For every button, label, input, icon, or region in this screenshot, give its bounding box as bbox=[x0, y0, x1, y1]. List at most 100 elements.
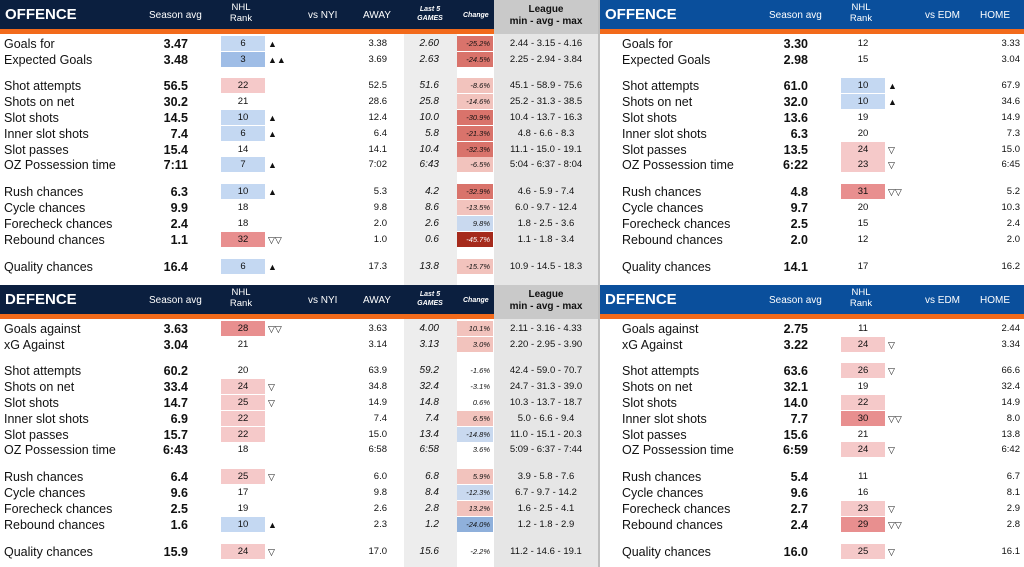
section-title: OFFENCE bbox=[5, 6, 77, 23]
nhl-rank-cell: 23 bbox=[841, 157, 885, 172]
venue-value: 9.8 bbox=[373, 202, 387, 213]
venue-value: 67.9 bbox=[1001, 80, 1021, 91]
change-value: 5.9% bbox=[457, 469, 493, 484]
stat-label: Rebound chances bbox=[622, 233, 723, 247]
season-avg-value: 14.0 bbox=[783, 396, 808, 410]
venue-header: AWAY bbox=[363, 295, 391, 306]
league-range-value: 2.44 - 3.15 - 4.16 bbox=[509, 38, 583, 49]
change-header: Change bbox=[463, 12, 489, 19]
table-row: OZ Possession time 6:22 23 ▽ 6:45 bbox=[600, 157, 1024, 173]
stat-label: Goals against bbox=[622, 322, 699, 336]
season-avg-value: 6.3 bbox=[170, 185, 188, 199]
down-triangle-outline-icon: ▽ bbox=[888, 340, 895, 350]
nhl-rank-cell: 10 bbox=[221, 110, 265, 125]
season-avg-value: 6.3 bbox=[790, 127, 808, 141]
venue-value: 15.0 bbox=[1001, 144, 1021, 155]
table-row: Slot shots 14.7 25 ▽ 14.9 14.8 0.6% 10.3 - 13.7… bbox=[0, 395, 598, 411]
season-avg-value: 3.04 bbox=[163, 338, 188, 352]
venue-value: 2.0 bbox=[1006, 234, 1020, 245]
stat-label: Rebound chances bbox=[4, 518, 105, 532]
last5-column-bg bbox=[404, 34, 457, 285]
table-row: Cycle chances 9.9 18 9.8 8.6 -13.5% 6.0 - 9.7 … bbox=[0, 200, 598, 216]
venue-value: 3.33 bbox=[1001, 38, 1021, 49]
section-title: OFFENCE bbox=[605, 6, 677, 23]
nhl-rank-cell: 28 bbox=[221, 321, 265, 336]
nhl-rank-cell: 31 bbox=[841, 184, 885, 199]
table-row: Cycle chances 9.7 20 10.3 bbox=[600, 200, 1024, 216]
season-avg-value: 15.9 bbox=[163, 545, 188, 559]
season-avg-value: 2.5 bbox=[790, 217, 808, 231]
table-row: Quality chances 14.1 17 16.2 bbox=[600, 259, 1024, 275]
venue-value: 34.6 bbox=[1001, 96, 1021, 107]
nhl-rank-cell: 24 bbox=[221, 544, 265, 559]
season-avg-value: 63.6 bbox=[783, 364, 808, 378]
venue-value: 3.04 bbox=[1001, 54, 1021, 65]
last5-value: 59.2 bbox=[419, 365, 439, 376]
venue-value: 17.3 bbox=[368, 261, 388, 272]
table-row: Quality chances 16.4 6 ▲ 17.3 13.8 -15.7% 10.9 … bbox=[0, 259, 598, 275]
change-value: -1.6% bbox=[470, 366, 490, 375]
change-value: -15.7% bbox=[457, 259, 493, 274]
header-orange-stripe bbox=[600, 29, 1024, 34]
season-avg-value: 7:11 bbox=[163, 158, 188, 172]
rank-header-line1: NHL bbox=[231, 2, 251, 13]
venue-value: 34.8 bbox=[368, 381, 388, 392]
nhl-rank-cell: 24 bbox=[841, 337, 885, 352]
venue-value: 6.7 bbox=[1006, 471, 1020, 482]
stat-label: Goals against bbox=[4, 322, 81, 336]
stat-label: Inner slot shots bbox=[622, 412, 707, 426]
season-avg-header: Season avg bbox=[149, 295, 202, 306]
season-avg-value: 14.5 bbox=[163, 111, 188, 125]
venue-value: 5.3 bbox=[373, 186, 387, 197]
venue-value: 2.6 bbox=[373, 503, 387, 514]
nhl-rank-cell: 21 bbox=[237, 96, 249, 107]
season-avg-value: 9.6 bbox=[170, 486, 188, 500]
up-triangle-icon: ▲ bbox=[268, 520, 277, 530]
league-range-value: 2.11 - 3.16 - 4.33 bbox=[510, 323, 582, 334]
venue-value: 16.1 bbox=[1001, 546, 1021, 557]
nhl-rank-cell: 24 bbox=[841, 442, 885, 457]
vs-opponent-header: vs EDM bbox=[925, 295, 960, 306]
league-range-value: 25.2 - 31.3 - 38.5 bbox=[509, 96, 583, 107]
season-avg-value: 3.30 bbox=[783, 37, 808, 51]
season-avg-value: 13.5 bbox=[783, 143, 808, 157]
nhl-rank-cell: 19 bbox=[857, 381, 869, 392]
season-avg-value: 2.7 bbox=[790, 502, 808, 516]
table-row: Shots on net 32.0 10 ▲ 34.6 bbox=[600, 94, 1024, 110]
league-range-value: 6.0 - 9.7 - 12.4 bbox=[515, 202, 577, 213]
stat-label: Rebound chances bbox=[622, 518, 723, 532]
season-avg-value: 6:43 bbox=[162, 443, 188, 457]
league-range-value: 1.6 - 2.5 - 4.1 bbox=[517, 503, 575, 514]
table-row: Shots on net 30.2 21 28.6 25.8 -14.6% 25.2 - 3… bbox=[0, 94, 598, 110]
last5-value: 10.0 bbox=[419, 112, 439, 123]
change-value: -6.5% bbox=[457, 157, 493, 172]
nhl-rank-cell: 30 bbox=[841, 411, 885, 426]
stat-label: Inner slot shots bbox=[622, 127, 707, 141]
table-row: Shots on net 33.4 24 ▽ 34.8 32.4 -3.1% 24.7 - 3… bbox=[0, 379, 598, 395]
stat-label: Slot passes bbox=[4, 428, 69, 442]
stat-label: Rush chances bbox=[622, 185, 702, 199]
season-avg-value: 5.4 bbox=[790, 470, 808, 484]
change-value: -12.3% bbox=[457, 485, 493, 500]
stat-label: Quality chances bbox=[622, 260, 711, 274]
nhl-rank-cell: 24 bbox=[221, 379, 265, 394]
venue-value: 32.4 bbox=[1001, 381, 1021, 392]
table-row: Rebound chances 2.4 29 ▽▽ 2.8 bbox=[600, 517, 1024, 533]
down-triangle-outline-icon: ▽ bbox=[268, 472, 275, 482]
nhl-rank-cell: 18 bbox=[237, 202, 249, 213]
up-triangle-icon: ▲▲ bbox=[268, 55, 286, 65]
table-row: Slot shots 14.0 22 14.9 bbox=[600, 395, 1024, 411]
league-range-value: 1.1 - 1.8 - 3.4 bbox=[517, 234, 575, 245]
season-avg-value: 3.22 bbox=[783, 338, 808, 352]
table-row: Slot passes 15.4 14 14.1 10.4 -32.3% 11.1 - 15… bbox=[0, 142, 598, 158]
last5-value: 4.00 bbox=[419, 323, 439, 334]
change-value: -30.9% bbox=[457, 110, 493, 125]
table-row: Goals against 2.75 11 2.44 bbox=[600, 321, 1024, 337]
league-range-value: 5.0 - 6.6 - 9.4 bbox=[517, 413, 575, 424]
season-avg-value: 3.48 bbox=[163, 53, 188, 67]
rank-header-line2: Rank bbox=[229, 298, 253, 309]
venue-value: 2.3 bbox=[373, 519, 387, 530]
season-avg-value: 61.0 bbox=[783, 79, 808, 93]
nhl-rank-cell: 25 bbox=[221, 395, 265, 410]
table-row: Goals for 3.47 6 ▲ 3.38 2.60 -25.2% 2.44 - 3.15… bbox=[0, 36, 598, 52]
